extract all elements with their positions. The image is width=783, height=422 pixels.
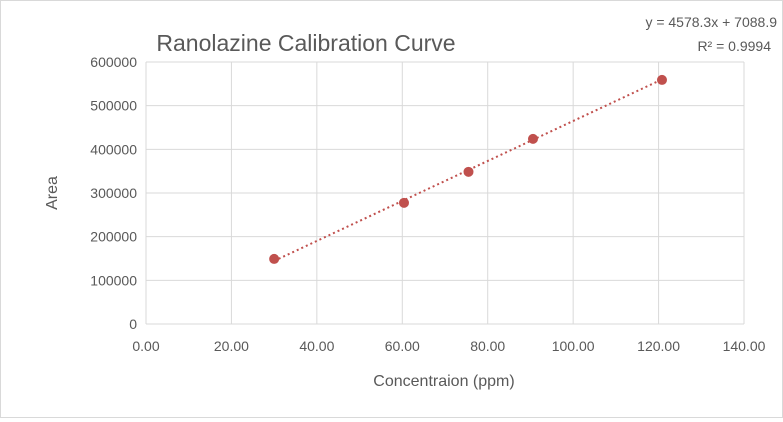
x-tick-label: 40.00 — [299, 338, 334, 354]
y-tick-label: 400000 — [90, 141, 137, 157]
data-point — [269, 253, 280, 264]
trendline — [273, 78, 663, 262]
x-axis-label: Concentraion (ppm) — [373, 373, 514, 390]
x-tick-label: 0.00 — [132, 338, 159, 354]
trendline-r-squared: R² = 0.9994 — [697, 38, 771, 54]
x-tick-label: 140.00 — [723, 338, 766, 354]
y-tick-label: 0 — [129, 316, 137, 332]
x-tick-label: 60.00 — [385, 338, 420, 354]
x-tick-label: 20.00 — [214, 338, 249, 354]
y-tick-label: 100000 — [90, 272, 137, 288]
x-tick-label: 100.00 — [552, 338, 595, 354]
x-tick-label: 120.00 — [637, 338, 680, 354]
trendline-equation: y = 4578.3x + 7088.9 — [645, 14, 777, 30]
y-tick-label: 300000 — [90, 185, 137, 201]
x-tick-label: 80.00 — [470, 338, 505, 354]
y-tick-label: 600000 — [90, 54, 137, 70]
y-tick-label: 500000 — [90, 98, 137, 114]
y-tick-label: 200000 — [90, 229, 137, 245]
y-axis-label: Area — [44, 176, 61, 210]
data-point — [398, 197, 409, 208]
data-point — [656, 74, 667, 85]
data-point — [463, 166, 474, 177]
chart-title: Ranolazine Calibration Curve — [156, 30, 455, 56]
data-point — [527, 133, 538, 144]
